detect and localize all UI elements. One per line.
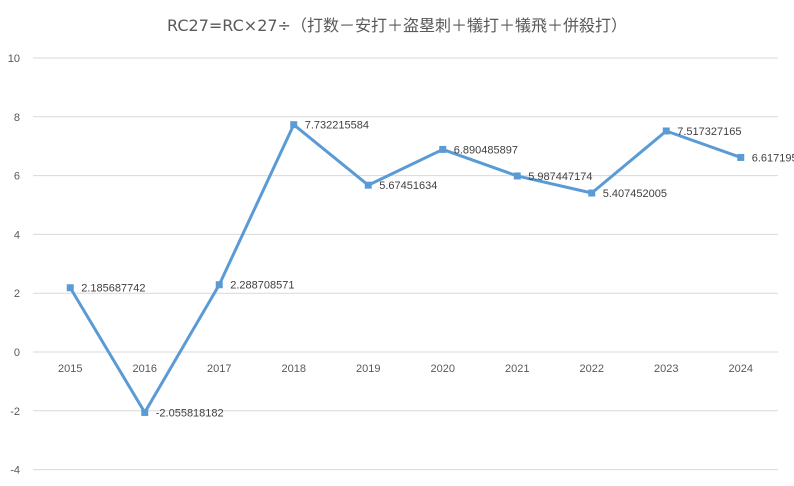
x-axis-ticks: 2015 2016 2017 2018 2019 2020 2021 2022 2023 2024 — [58, 363, 753, 375]
data-point — [364, 181, 372, 189]
data-label: -2.055818182 — [156, 407, 224, 419]
gridlines — [33, 57, 778, 471]
data-point — [66, 284, 74, 292]
x-tick-label: 2021 — [505, 363, 529, 375]
data-label: 6.890485897 — [454, 144, 518, 156]
y-tick-label: 2 — [14, 288, 20, 300]
x-tick-label: 2016 — [133, 363, 157, 375]
data-label: 2.288708571 — [230, 280, 294, 292]
y-tick-label: 10 — [8, 53, 20, 65]
data-label: 7.517327165 — [677, 126, 741, 138]
y-tick-label: -2 — [10, 406, 20, 418]
y-tick-label: 8 — [14, 112, 20, 124]
data-labels: 2.185687742 -2.055818182 2.288708571 7.7322… — [81, 120, 794, 420]
x-tick-label: 2022 — [580, 363, 604, 375]
x-tick-label: 2023 — [654, 363, 678, 375]
y-tick-label: -4 — [10, 465, 20, 477]
y-tick-label: 6 — [14, 171, 20, 183]
data-label: 5.67451634 — [379, 180, 437, 192]
data-label: 5.407452005 — [603, 188, 667, 200]
data-point — [513, 172, 521, 180]
data-point — [662, 127, 670, 135]
x-tick-label: 2019 — [356, 363, 380, 375]
data-label: 7.732215584 — [305, 120, 369, 132]
y-tick-label: 0 — [14, 347, 20, 359]
data-point — [290, 121, 298, 129]
x-tick-label: 2015 — [58, 363, 82, 375]
x-tick-label: 2017 — [207, 363, 231, 375]
y-tick-label: 4 — [14, 229, 20, 241]
chart-title: RC27=RC×27÷（打数－安打＋盗塁刺＋犠打＋犠飛＋併殺打） — [167, 16, 627, 35]
data-point — [141, 408, 149, 416]
data-label: 2.185687742 — [81, 283, 145, 295]
x-tick-label: 2024 — [729, 363, 753, 375]
data-point — [588, 189, 596, 197]
data-point — [737, 153, 745, 161]
y-axis-ticks: -4 -2 0 2 4 6 8 10 — [8, 53, 20, 477]
data-point — [215, 281, 223, 289]
x-tick-label: 2018 — [282, 363, 306, 375]
series-layer — [66, 121, 745, 416]
data-point — [439, 145, 447, 153]
series-line — [68, 123, 742, 414]
data-label: 5.987447174 — [528, 171, 592, 183]
data-label: 6.617195978 — [752, 152, 794, 164]
x-tick-label: 2020 — [431, 363, 455, 375]
